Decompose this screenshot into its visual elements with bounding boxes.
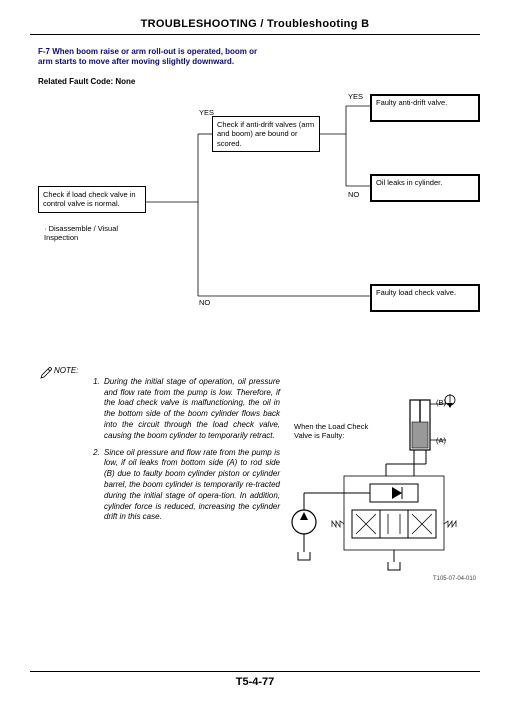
flow-label-no-2: NO: [199, 298, 210, 307]
schematic-caption: When the Load Check Valve is Faulty:: [294, 422, 374, 440]
flow-result-oil-leak: Oil leaks in cylinder.: [370, 174, 480, 202]
flow-step-1: Check if load check valve in control val…: [38, 186, 146, 213]
footer-rule: [30, 671, 480, 672]
fault-heading: F-7 When boom raise or arm roll-out is o…: [38, 47, 268, 67]
note-item-2: Since oil pressure and flow rate from th…: [102, 448, 280, 524]
note-item-1: During the initial stage of operation, o…: [102, 377, 280, 442]
hydraulic-schematic: When the Load Check Valve is Faulty: (B)…: [274, 392, 484, 592]
flow-label-no-1: NO: [348, 190, 359, 199]
fault-description: When boom raise or arm roll-out is opera…: [38, 47, 257, 66]
flow-result-load-check: Faulty load check valve.: [370, 284, 480, 312]
note-label: NOTE:: [54, 366, 78, 375]
page-header: TROUBLESHOOTING / Troubleshooting B: [0, 0, 510, 30]
flow-label-yes-2: YES: [348, 92, 363, 101]
flow-step-2: Check if anti-drift valves (arm and boom…: [212, 116, 320, 152]
page-number: T5-4-77: [0, 676, 510, 688]
note-list: During the initial stage of operation, o…: [102, 377, 280, 523]
schematic-label-b: (B): [436, 398, 446, 407]
schematic-label-a: (A): [436, 436, 446, 445]
header-rule: [30, 34, 480, 35]
flow-label-yes-1: YES: [199, 108, 214, 117]
fault-code: F-7: [38, 47, 50, 56]
flow-result-anti-drift: Faulty anti-drift valve.: [370, 94, 480, 122]
related-fault-code: Related Fault Code: None: [38, 77, 510, 86]
flowchart: Check if load check valve in control val…: [0, 86, 510, 346]
inspection-note: · Disassemble / Visual Inspection: [44, 224, 144, 242]
pencil-icon: [40, 367, 52, 381]
figure-reference: T105-07-04-010: [433, 576, 476, 582]
